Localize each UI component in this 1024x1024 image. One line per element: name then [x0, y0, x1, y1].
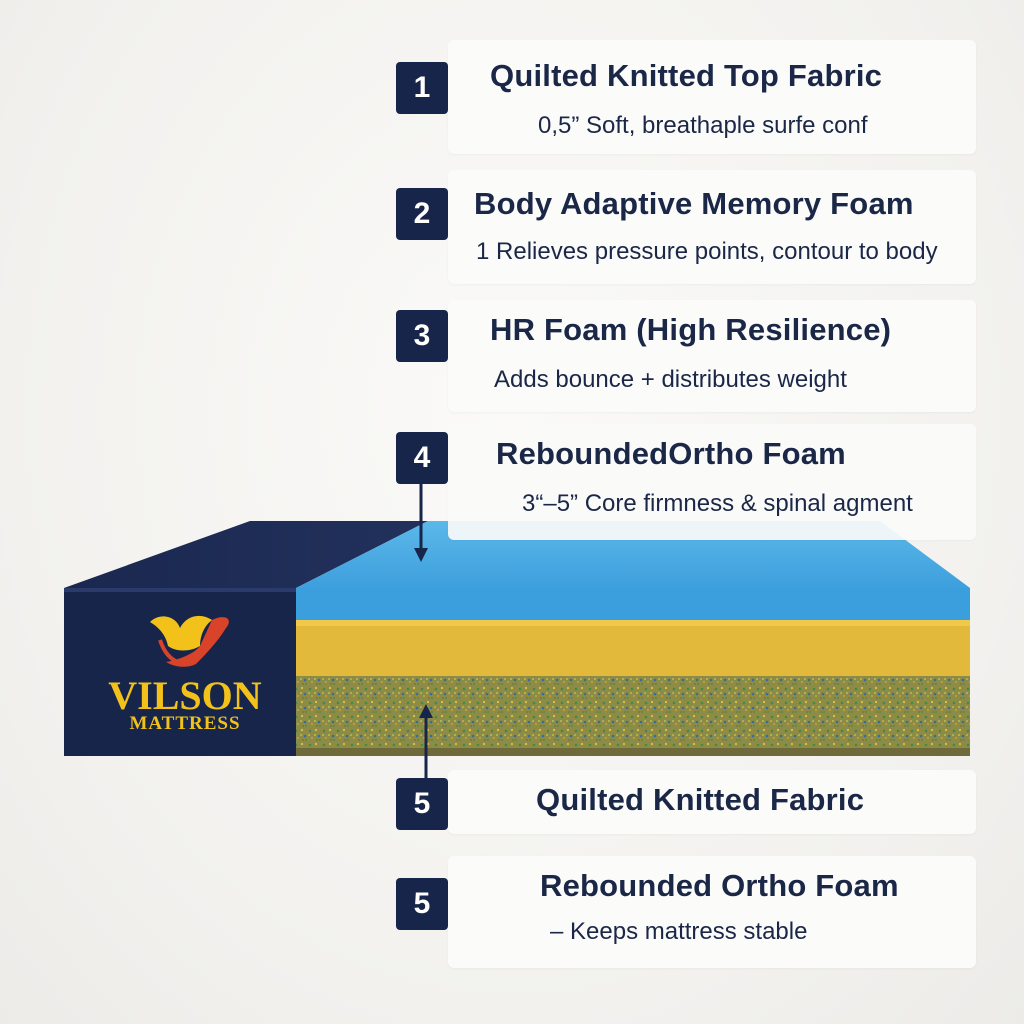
layer-number-badge: 5	[396, 878, 448, 930]
layer-description: 3“–5” Core firmness & spinal agment	[522, 490, 913, 517]
cover-side-panel	[64, 588, 296, 756]
layer-description: – Keeps mattress stable	[550, 918, 808, 945]
layer-number-badge: 5	[396, 778, 448, 830]
layer-number-badge: 4	[396, 432, 448, 484]
layer-description: 1 Relieves pressure points, contour to b…	[476, 238, 938, 265]
ortho-foam-layer	[296, 676, 970, 754]
callout-card-1	[448, 40, 976, 154]
base-layer	[296, 748, 970, 756]
brand-logo-icon	[150, 615, 229, 667]
layer-description: Adds bounce + distributes weight	[494, 366, 847, 393]
callout-card-5	[448, 770, 976, 834]
layer-title: Quilted Knitted Top Fabric	[490, 58, 883, 93]
brand-subtitle: MATTRESS	[129, 713, 241, 734]
memory-foam-layer	[296, 588, 970, 620]
layer-title: Rebounded Ortho Foam	[540, 868, 899, 903]
callout-card-2	[448, 170, 976, 284]
brand-name: VILSON	[108, 673, 262, 718]
layer-number-badge: 2	[396, 188, 448, 240]
layer-number-badge: 1	[396, 62, 448, 114]
callout-card-4	[448, 424, 976, 540]
hr-foam-layer	[296, 620, 970, 676]
layer-title: ReboundedOrtho Foam	[496, 436, 846, 471]
callout-card-3	[448, 300, 976, 412]
layer-title: Body Adaptive Memory Foam	[474, 186, 914, 221]
layer-title: HR Foam (High Resilience)	[490, 312, 892, 347]
layer-description: 0,5” Soft, breathaple surfe conf	[538, 112, 868, 139]
layer-title: Quilted Knitted Fabric	[536, 782, 865, 817]
layer-number-badge: 3	[396, 310, 448, 362]
cover-top	[64, 521, 428, 588]
callout-card-6	[448, 856, 976, 968]
